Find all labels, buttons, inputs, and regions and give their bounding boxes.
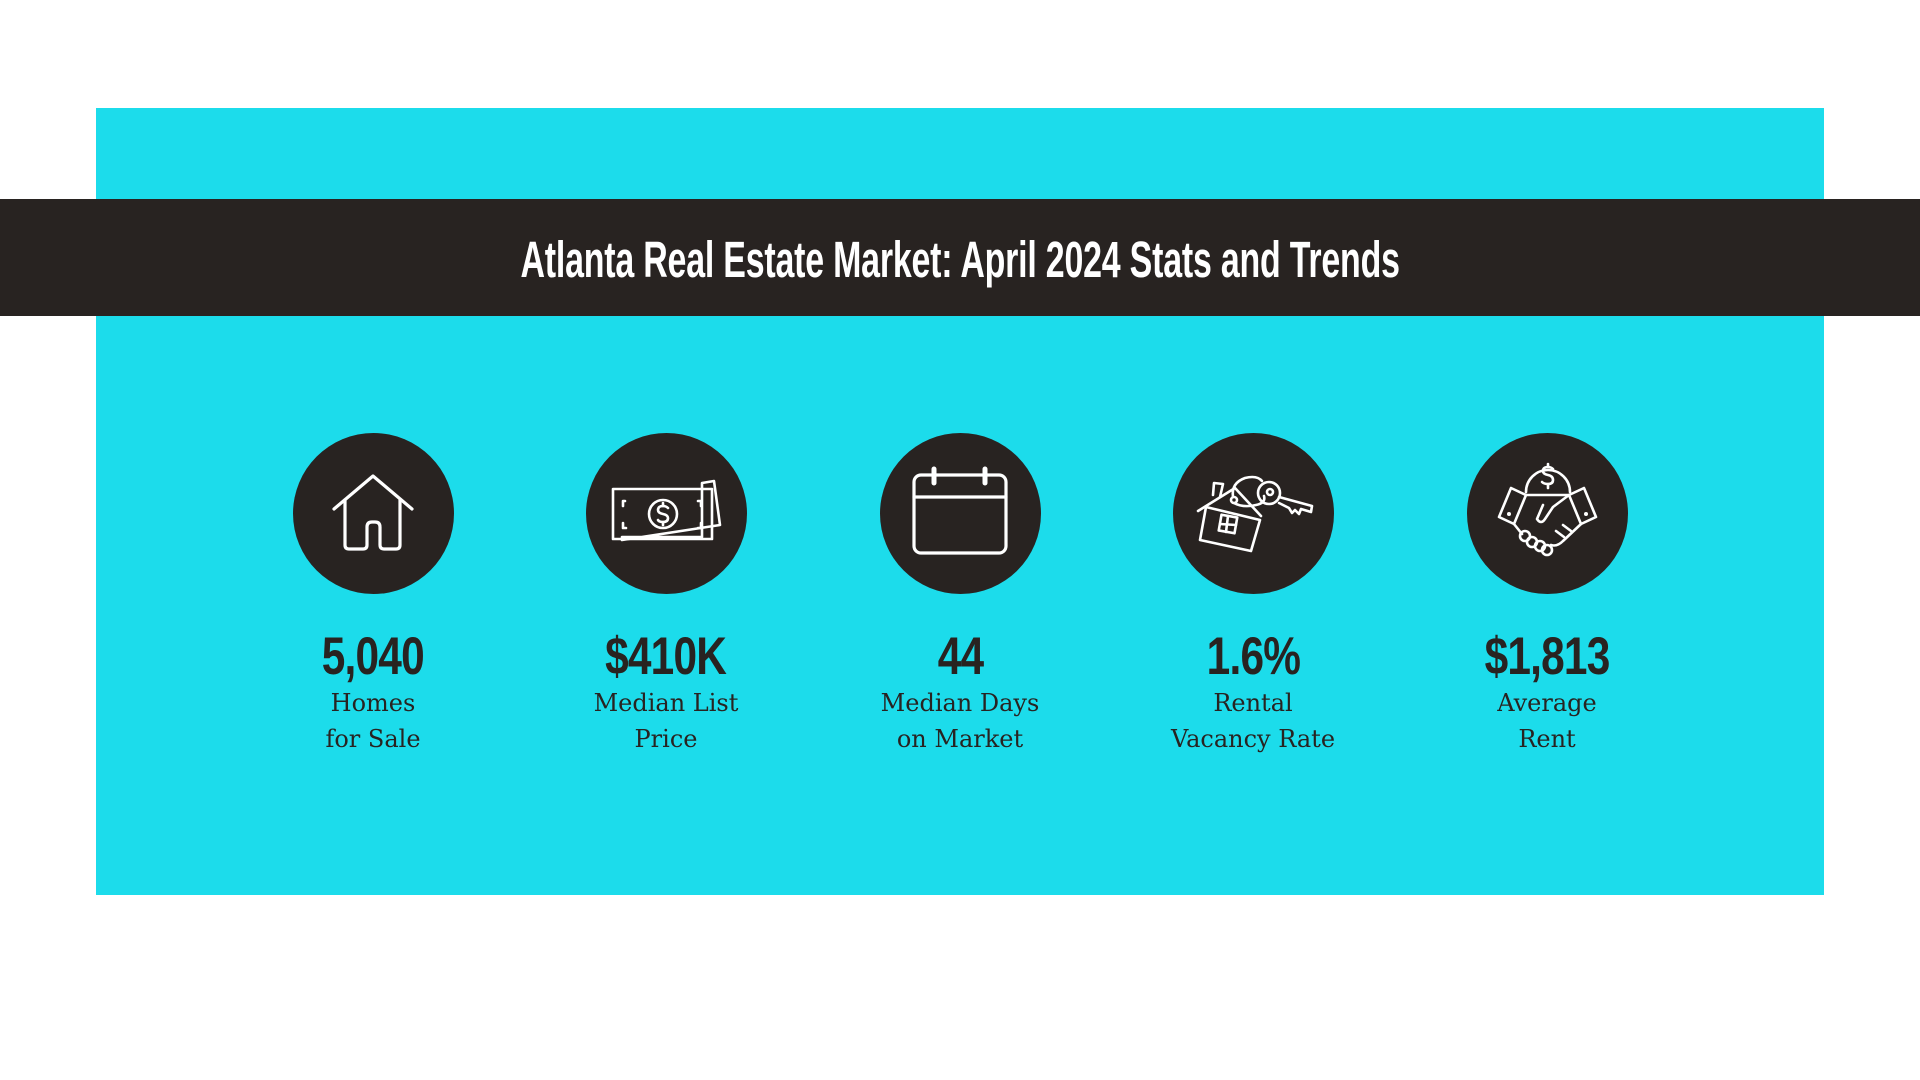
stat-label-line: Vacancy Rate — [1170, 725, 1336, 753]
stat-value: 5,040 — [321, 627, 425, 686]
stat-label-line: Homes — [330, 689, 416, 717]
icon-circle — [1172, 433, 1334, 594]
stat-label-line: for Sale — [325, 725, 421, 753]
stat-rental-vacancy-rate: 1.6% Rental Vacancy Rate — [1103, 433, 1403, 757]
stat-median-days-on-market: 44 Median Days on Market — [810, 433, 1110, 757]
stat-label-line: Average — [1497, 689, 1597, 717]
stat-label-line: Price — [634, 725, 698, 753]
title-band — [0, 199, 1920, 316]
page-title: Atlanta Real Estate Market: April 2024 S… — [520, 231, 1400, 288]
stat-label-line: Median List — [593, 689, 739, 717]
handshake-dollar-icon — [1497, 462, 1597, 557]
stat-homes-for-sale: 5,040 Homes for Sale — [223, 433, 523, 757]
stat-label-line: Rent — [1518, 725, 1576, 753]
stat-label: Rental Vacancy Rate — [1171, 685, 1335, 757]
stat-value: 44 — [937, 627, 983, 686]
house-icon — [331, 474, 414, 551]
title-container: Atlanta Real Estate Market: April 2024 S… — [0, 199, 1920, 316]
stat-label-line: on Market — [896, 725, 1024, 753]
stat-label: Average Rent — [1497, 685, 1596, 757]
stat-label-line: Median Days — [880, 689, 1040, 717]
stat-average-rent: $1,813 Average Rent — [1397, 433, 1697, 757]
stat-label-line: Rental — [1213, 689, 1293, 717]
stat-median-list-price: $410K Median List Price — [516, 433, 816, 757]
stat-value: 1.6% — [1206, 627, 1300, 686]
money-icon — [611, 479, 721, 542]
icon-circle — [292, 433, 454, 594]
stat-label: Median List Price — [594, 685, 739, 757]
calendar-icon — [911, 466, 1008, 555]
icon-circle — [1466, 433, 1628, 594]
stat-value: $1,813 — [1484, 627, 1611, 686]
icon-circle — [879, 433, 1041, 594]
stat-label: Homes for Sale — [325, 685, 420, 757]
stat-value: $410K — [605, 627, 728, 686]
house-key-icon — [1196, 475, 1313, 553]
icon-circle — [585, 433, 747, 594]
stat-label: Median Days on Market — [881, 685, 1040, 757]
